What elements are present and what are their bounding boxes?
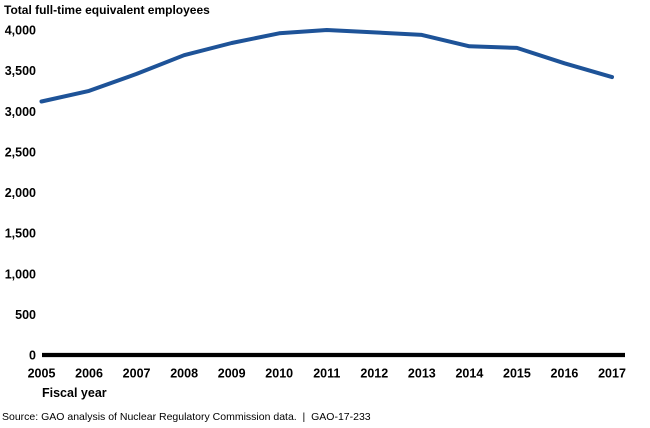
chart-title: Total full-time equivalent employees [4,3,210,17]
x-axis-title: Fiscal year [42,386,107,400]
x-axis-tick-label: 2012 [360,367,388,381]
x-axis-tick-label: 2015 [503,367,531,381]
y-axis-tick-labels: 0 500 1,000 1,500 2,000 2,500 3,000 3,500 4,000 [5,24,36,363]
y-axis-tick-label: 2,000 [5,186,36,200]
x-axis-tick-label: 2017 [598,367,626,381]
y-axis-tick-label: 2,500 [5,145,36,159]
x-axis-tick-label: 2014 [455,367,483,381]
x-axis-tick-label: 2008 [170,367,198,381]
y-axis-tick-label: 1,000 [5,267,36,281]
x-axis-tick-label: 2011 [313,367,340,381]
y-axis-tick-label: 4,000 [5,24,36,38]
source-note: Source: GAO analysis of Nuclear Regulato… [2,411,371,423]
y-axis-tick-label: 3,000 [5,105,36,119]
y-axis-tick-label: 0 [29,349,36,363]
x-axis-tick-label: 2009 [218,367,246,381]
x-axis-tick-label: 2005 [28,367,56,381]
plot-area [39,28,625,358]
y-axis-tick-label: 1,500 [5,227,36,241]
y-axis-tick-label: 3,500 [5,64,36,78]
y-axis-tick-label: 500 [15,308,36,322]
x-axis-tick-label: 2016 [551,367,579,381]
x-axis-tick-label: 2006 [75,367,103,381]
x-axis-tick-labels: 2005 2006 2007 2008 2009 2010 2011 2012 2013 2014… [28,367,626,381]
x-axis-tick-label: 2013 [408,367,436,381]
x-axis-tick-label: 2007 [123,367,151,381]
data-line-series [39,28,614,104]
x-axis-tick-label: 2010 [265,367,293,381]
